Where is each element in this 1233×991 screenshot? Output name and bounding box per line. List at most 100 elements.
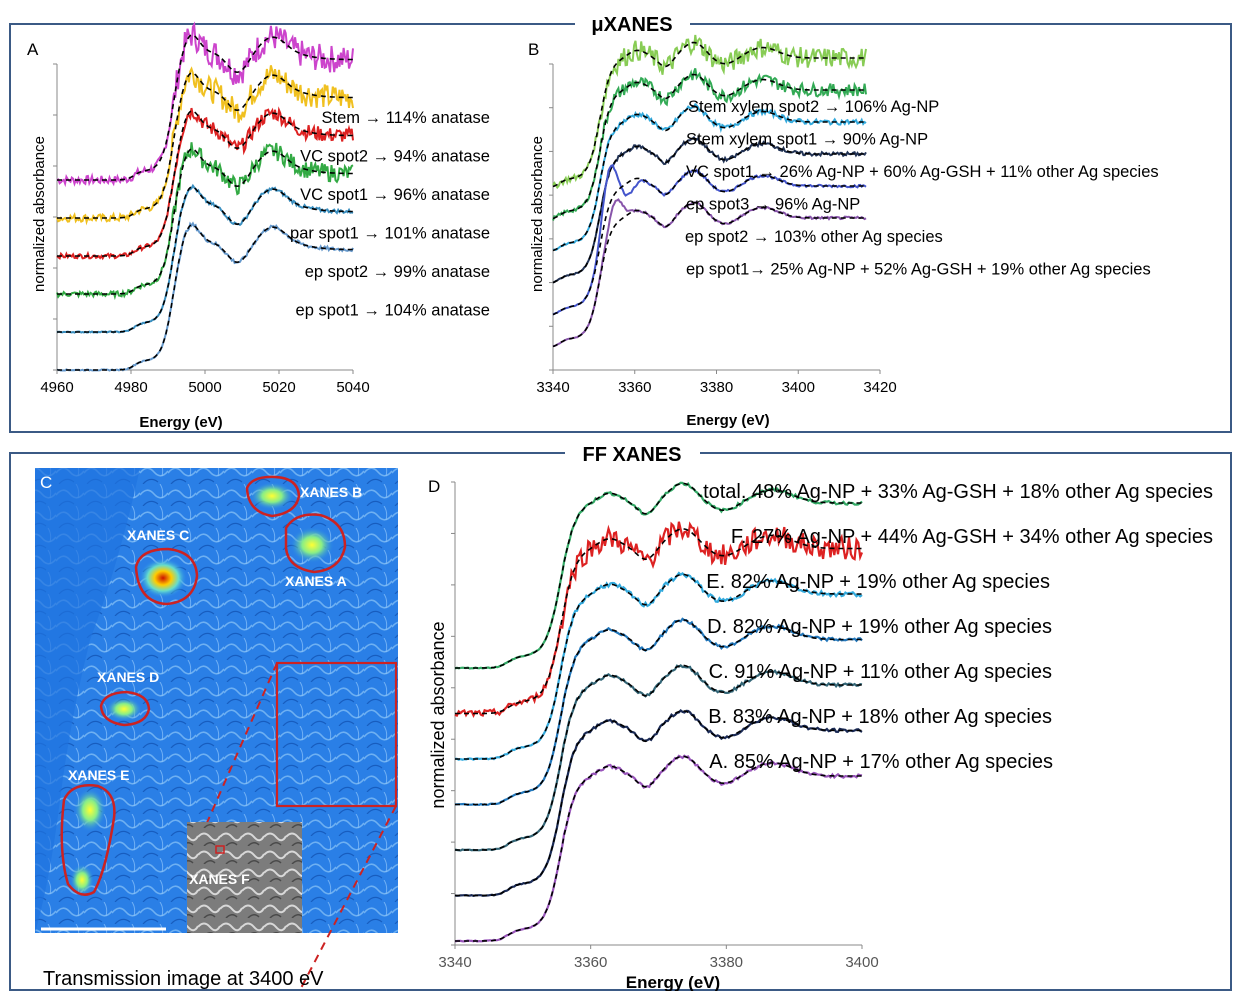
panel-d-x-axis-label: Energy (eV)	[626, 973, 720, 991]
panel-a-letter: A	[27, 40, 39, 59]
bottom-panel: FF XANES	[9, 444, 1232, 991]
x-tick-label: 4980	[114, 379, 147, 396]
x-tick-label: 5000	[188, 379, 221, 396]
zoom-guide-left	[205, 662, 278, 826]
series-annotation: Stem xylem spot2 → 106% Ag-NP	[688, 98, 939, 116]
series-annotation: par spot1 → 101% anatase	[290, 225, 490, 243]
fit-line	[552, 201, 866, 348]
panel-a-annotations: Stem → 114% anatase VC spot2 → 94% anatas…	[290, 109, 490, 320]
top-panel-title: μXANES	[591, 14, 672, 36]
chart-panel-a: A normalized absorbance 4960 4980 5000 5020…	[27, 21, 490, 431]
panel-b-x-axis-label: Energy (eV)	[686, 412, 769, 429]
image-caption: Transmission image at 3400 eV	[43, 968, 324, 990]
x-tick-label: 3340	[536, 379, 569, 396]
panel-c-letter: C	[40, 473, 52, 492]
inset-marker	[215, 845, 225, 854]
panel-d-spectra	[454, 481, 864, 943]
region-outline-c	[134, 547, 199, 606]
chart-panel-b: B normalized absorbance 3340 3360 3380 3400…	[528, 34, 1159, 429]
scale-bar-label: 50 μm	[80, 937, 125, 954]
region-label-f: XANES F	[189, 871, 250, 887]
fit-line	[57, 186, 353, 333]
hotspot-a	[290, 527, 334, 563]
fit-line	[455, 755, 862, 942]
panel-b-letter: B	[528, 40, 539, 59]
fit-line	[455, 482, 862, 669]
zoom-region-box	[275, 661, 398, 808]
series-annotation: B. 83% Ag-NP + 18% other Ag species	[708, 706, 1052, 728]
fit-line	[552, 41, 866, 188]
fit-line	[57, 34, 353, 181]
panel-b-spectra	[552, 34, 867, 348]
series-annotation: total. 48% Ag-NP + 33% Ag-GSH + 18% othe…	[703, 481, 1213, 503]
fit-line	[57, 110, 353, 257]
series-annotation: Stem xylem spot1 → 90% Ag-NP	[686, 131, 928, 149]
fit-line	[57, 72, 353, 219]
top-panel: μXANES	[9, 14, 1232, 433]
fit-line	[455, 527, 862, 715]
series-annotation: Stem → 114% anatase	[322, 109, 490, 127]
fit-line	[455, 709, 862, 897]
region-label-a: XANES A	[285, 573, 347, 589]
chart-panel-d: D normalized absorbance 3340 3360 3380 3400…	[428, 477, 1213, 991]
series-annotation: VC spot2 → 94% anatase	[300, 148, 490, 166]
series-annotation: ep spot2 → 103% other Ag species	[685, 228, 943, 246]
x-tick-label: 5040	[336, 379, 369, 396]
panel-b-y-axis-label: normalized absorbance	[529, 136, 546, 292]
x-tick-label: 3420	[863, 379, 896, 396]
spectrum-line	[454, 709, 863, 898]
series-annotation: VC spot1 → 26% Ag-NP + 60% Ag-GSH + 11% …	[686, 163, 1159, 181]
spectrum-line	[454, 754, 863, 943]
hotspot-b	[250, 482, 294, 510]
fit-line	[455, 664, 862, 851]
panel-a-x-ticks: 4960 4980 5000 5020 5040	[40, 370, 370, 396]
panel-d-y-ticks	[451, 481, 455, 946]
x-tick-label: 3400	[782, 379, 815, 396]
region-outline-b	[245, 475, 301, 518]
panel-a-x-axis-label: Energy (eV)	[139, 414, 222, 431]
region-label-b: XANES B	[300, 484, 362, 500]
x-tick-label: 3380	[710, 954, 743, 971]
fit-line	[552, 73, 866, 220]
region-outline-d	[99, 690, 151, 727]
panel-d-x-ticks: 3340 3360 3380 3400	[438, 945, 879, 971]
map-dark-edge	[35, 468, 140, 933]
fit-line	[57, 224, 353, 371]
x-tick-label: 3340	[438, 954, 471, 971]
region-outline-e	[60, 784, 116, 896]
hotspot-e-lower	[70, 864, 94, 896]
panel-a-spectra	[56, 21, 354, 372]
transmission-image-panel: C XANES B XANES C XANES A XANES D XANES …	[35, 468, 398, 991]
hotspot-c	[139, 558, 187, 598]
x-tick-label: 5020	[262, 379, 295, 396]
spectrum-line	[454, 521, 864, 718]
bottom-panel-title: FF XANES	[583, 444, 682, 466]
region-label-c: XANES C	[127, 527, 189, 543]
panel-a-y-ticks	[53, 63, 57, 371]
series-annotation: ep spot3 → 96% Ag-NP	[686, 196, 860, 214]
fit-line	[552, 169, 866, 316]
series-annotation: D. 82% Ag-NP + 19% other Ag species	[707, 616, 1052, 638]
series-annotation: ep spot1→ 25% Ag-NP + 52% Ag-GSH + 19% o…	[686, 261, 1151, 279]
series-annotation: F. 27% Ag-NP + 44% Ag-GSH + 34% other Ag…	[731, 526, 1213, 548]
panel-d-y-axis-label: normalized absorbance	[428, 621, 448, 808]
x-tick-label: 3380	[700, 379, 733, 396]
spectrum-line	[454, 571, 863, 761]
panel-d-annotations: total. 48% Ag-NP + 33% Ag-GSH + 18% othe…	[703, 481, 1213, 773]
panel-a-y-axis-label: normalized absorbance	[31, 136, 48, 292]
panel-d-letter: D	[428, 477, 440, 496]
bottom-panel-border	[9, 452, 1232, 991]
series-annotation: ep spot2 → 99% anatase	[305, 263, 490, 281]
hotspot-e-upper	[74, 788, 106, 832]
x-tick-label: 3400	[845, 954, 878, 971]
fit-line	[455, 573, 862, 760]
series-annotation: A. 85% Ag-NP + 17% other Ag species	[709, 751, 1053, 773]
hotspot-d	[106, 697, 142, 721]
x-tick-label: 3360	[618, 379, 651, 396]
region-label-d: XANES D	[97, 669, 159, 685]
fit-line	[57, 148, 353, 295]
fit-line	[552, 105, 866, 252]
region-label-e: XANES E	[68, 767, 129, 783]
spectrum-line	[56, 65, 354, 226]
